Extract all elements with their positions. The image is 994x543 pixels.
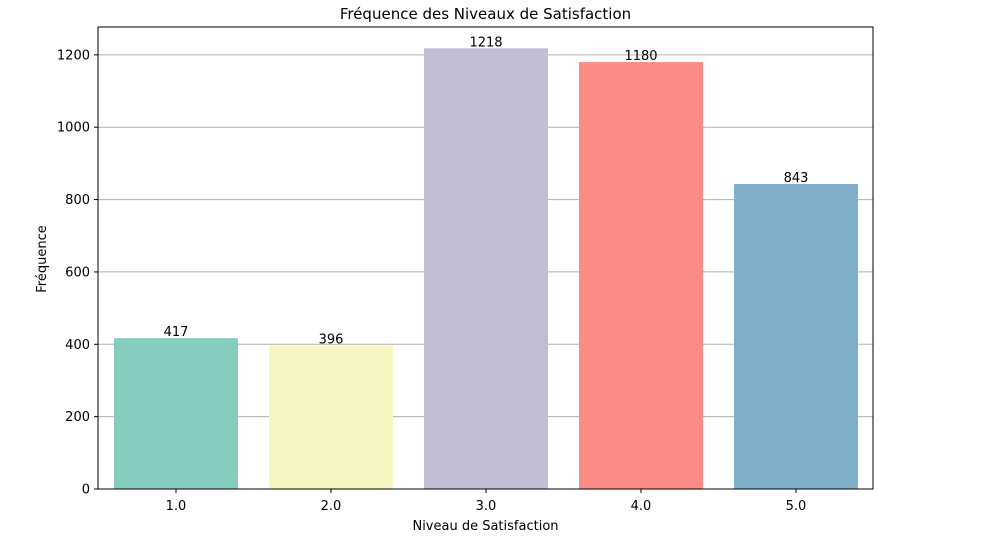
bar-value-label: 843 (784, 171, 809, 186)
y-tick-label: 400 (65, 338, 90, 353)
bar-value-label: 1218 (469, 35, 502, 50)
x-axis-label: Niveau de Satisfaction (412, 519, 558, 534)
y-tick-label: 1000 (57, 121, 90, 136)
y-tick-label: 800 (65, 193, 90, 208)
x-tick-label: 2.0 (321, 499, 342, 514)
bar-value-label: 417 (164, 325, 189, 340)
y-axis-ticks: 0 200 400 600 800 1000 1200 (57, 48, 98, 498)
bars (114, 48, 858, 490)
y-tick-label: 1200 (57, 48, 90, 63)
y-tick-label: 200 (65, 410, 90, 425)
x-tick-label: 4.0 (631, 499, 652, 514)
x-tick-label: 1.0 (166, 499, 187, 514)
bar-value-label: 1180 (624, 49, 657, 64)
x-axis-ticks: 1.0 2.0 3.0 4.0 5.0 (166, 489, 807, 514)
y-tick-label: 600 (65, 265, 90, 280)
y-tick-label: 0 (82, 483, 90, 498)
chart-title: Fréquence des Niveaux de Satisfaction (340, 5, 631, 23)
y-axis-label: Fréquence (35, 225, 50, 292)
bar-value-labels: 417 396 1218 1180 843 (164, 35, 809, 347)
bar (579, 62, 703, 489)
x-tick-label: 5.0 (786, 499, 807, 514)
bar (114, 338, 238, 489)
x-tick-label: 3.0 (476, 499, 497, 514)
bar (424, 48, 548, 490)
bar-value-label: 396 (319, 333, 344, 348)
bar (734, 184, 858, 489)
bar (269, 345, 393, 489)
